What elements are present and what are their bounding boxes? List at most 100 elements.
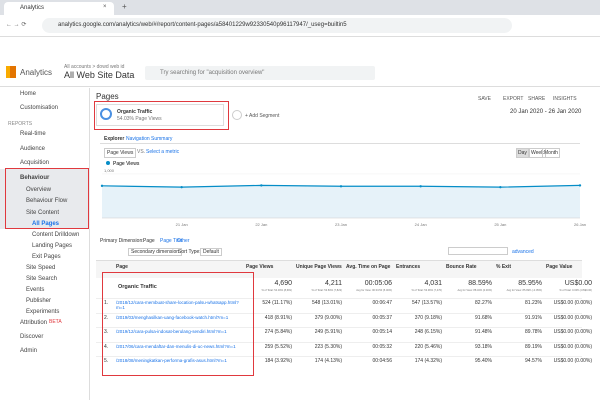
- x-tick-label: 22 Jan: [255, 222, 267, 227]
- nav-item[interactable]: Admin: [20, 348, 38, 354]
- search-box[interactable]: [145, 66, 375, 80]
- address-bar[interactable]: [42, 18, 512, 33]
- nav-item[interactable]: Audience: [20, 145, 46, 152]
- tab-bar: [0, 0, 600, 15]
- y-tick-label: 1,000: [104, 168, 115, 173]
- cell: 82.27%: [475, 300, 492, 306]
- cell: 274 (5.84%): [264, 329, 292, 335]
- row-index: 5.: [104, 358, 109, 364]
- cell: 00:05:14: [372, 329, 392, 335]
- nav-item[interactable]: Home: [20, 91, 37, 97]
- nav-item[interactable]: All Pages: [32, 221, 60, 227]
- tab[interactable]: Explorer: [104, 136, 125, 142]
- segment-detail: 54.03% Page Views: [117, 116, 162, 122]
- column-header: % Exit: [496, 264, 512, 270]
- nav-item[interactable]: Content Drilldown: [32, 232, 80, 238]
- total: 00:05:06: [364, 280, 392, 287]
- secondary-dimension[interactable]: Secondary dimension: [128, 248, 183, 256]
- page-link[interactable]: /2018/12/cara-membuat-share-location-pal…: [116, 300, 239, 310]
- point: [499, 185, 502, 189]
- tab-close[interactable]: ×: [103, 4, 107, 10]
- nav-item[interactable]: Overview: [26, 186, 52, 193]
- metric-select[interactable]: Page Views: [104, 148, 137, 158]
- action[interactable]: SHARE: [528, 96, 546, 102]
- legend-swatch: [106, 161, 110, 165]
- row-line: [96, 298, 582, 299]
- nav-item[interactable]: Behaviour Flow: [26, 198, 68, 204]
- total-note: % of Total: 54.03% (8,681): [261, 289, 292, 292]
- header-row: [96, 260, 582, 278]
- url: analytics.google.com/analytics/web/#/rep…: [58, 22, 347, 28]
- point: [339, 185, 343, 188]
- nav-item[interactable]: Acquisition: [20, 160, 50, 166]
- action[interactable]: SAVE: [478, 96, 491, 102]
- page-link[interactable]: /2019/12/cara-pulsa-indosat-berulang-sen…: [116, 329, 227, 334]
- nav-item[interactable]: Customisation: [20, 105, 59, 111]
- row-line: [96, 356, 582, 357]
- nav-item[interactable]: Site Search: [26, 276, 58, 282]
- page-link[interactable]: /2018/08/meningkatkan-performa-grafis-as…: [116, 358, 227, 363]
- vs: VS.: [137, 149, 146, 155]
- new-tab[interactable]: +: [122, 2, 127, 11]
- point: [578, 184, 582, 187]
- period-button[interactable]: Day: [516, 148, 529, 158]
- action[interactable]: INSIGHTS: [553, 96, 577, 102]
- segment-box[interactable]: [96, 104, 224, 126]
- nav-buttons[interactable]: ← → ⟳: [6, 22, 27, 28]
- report-title: Pages: [96, 92, 119, 101]
- nav-item[interactable]: Exit Pages: [32, 254, 61, 260]
- total: 4,031: [424, 280, 442, 287]
- cell: 00:06:47: [372, 300, 392, 306]
- sort-label: Sort Type:: [178, 249, 201, 255]
- dimension[interactable]: Page Title: [160, 238, 183, 244]
- sidebar-active: [0, 169, 90, 229]
- nav-item[interactable]: Site Speed: [26, 265, 56, 271]
- legend-label: Page Views: [113, 161, 140, 167]
- row-line: [96, 341, 582, 343]
- sidebar: [0, 88, 90, 400]
- view-selector[interactable]: All Web Site Data: [64, 70, 135, 80]
- x-tick-label: 26 Jan: [574, 222, 586, 227]
- row-index: 4.: [104, 343, 109, 350]
- nav-item[interactable]: Site Content: [26, 209, 60, 216]
- page-link[interactable]: /2017/06/cara-mendaftar-dan-menulis-di-u…: [116, 343, 236, 349]
- search-placeholder: Try searching for "acquisition overview": [160, 70, 265, 76]
- date-range[interactable]: 20 Jan 2020 - 26 Jan 2020: [510, 109, 582, 115]
- dimension[interactable]: Page: [143, 238, 155, 244]
- tab[interactable]: [4, 2, 114, 15]
- nav-item[interactable]: Attribution: [20, 320, 48, 326]
- cell: US$0.00 (0.00%): [553, 314, 592, 321]
- nav-item[interactable]: Experiments: [26, 309, 60, 315]
- nav-item[interactable]: Discover: [20, 334, 44, 340]
- nav-item[interactable]: Real-time: [20, 131, 46, 137]
- total-note: Avg for View: 85.99% (-0.05%): [506, 289, 542, 292]
- point: [260, 184, 263, 187]
- cell: US$0.00 (0.00%): [553, 343, 592, 350]
- tab[interactable]: Navigation Summary: [126, 136, 173, 142]
- nav-item[interactable]: Landing Pages: [32, 243, 73, 249]
- dimension[interactable]: Other: [177, 238, 190, 244]
- cell: 94.57%: [525, 358, 542, 364]
- table-search: [448, 247, 508, 255]
- area: [102, 185, 580, 218]
- cell: 91.48%: [475, 329, 492, 335]
- period-button[interactable]: Week: [529, 148, 546, 158]
- nav-item[interactable]: Events: [26, 287, 45, 293]
- column-header: Page Value: [546, 264, 573, 270]
- row-index: 2.: [104, 314, 109, 321]
- page-link[interactable]: /2019/03/menghasilkan-uang-facebook-watc…: [116, 314, 229, 320]
- nav-item[interactable]: Publisher: [26, 298, 52, 304]
- divider: [100, 143, 580, 144]
- nav-item[interactable]: Behaviour: [20, 174, 50, 181]
- period-button[interactable]: Month: [542, 148, 560, 158]
- sort-select[interactable]: Default: [200, 248, 222, 256]
- column-header: Page: [116, 264, 128, 270]
- x-tick-label: 24 Jan: [415, 222, 427, 227]
- highlight-box: [102, 272, 254, 376]
- action[interactable]: EXPORT: [503, 96, 524, 102]
- advanced-link[interactable]: advanced: [512, 249, 534, 255]
- add-segment[interactable]: + Add Segment: [245, 113, 280, 119]
- select-metric[interactable]: Select a metric: [146, 149, 180, 155]
- highlight-box: [94, 101, 229, 130]
- column-header: Entrances: [396, 264, 421, 270]
